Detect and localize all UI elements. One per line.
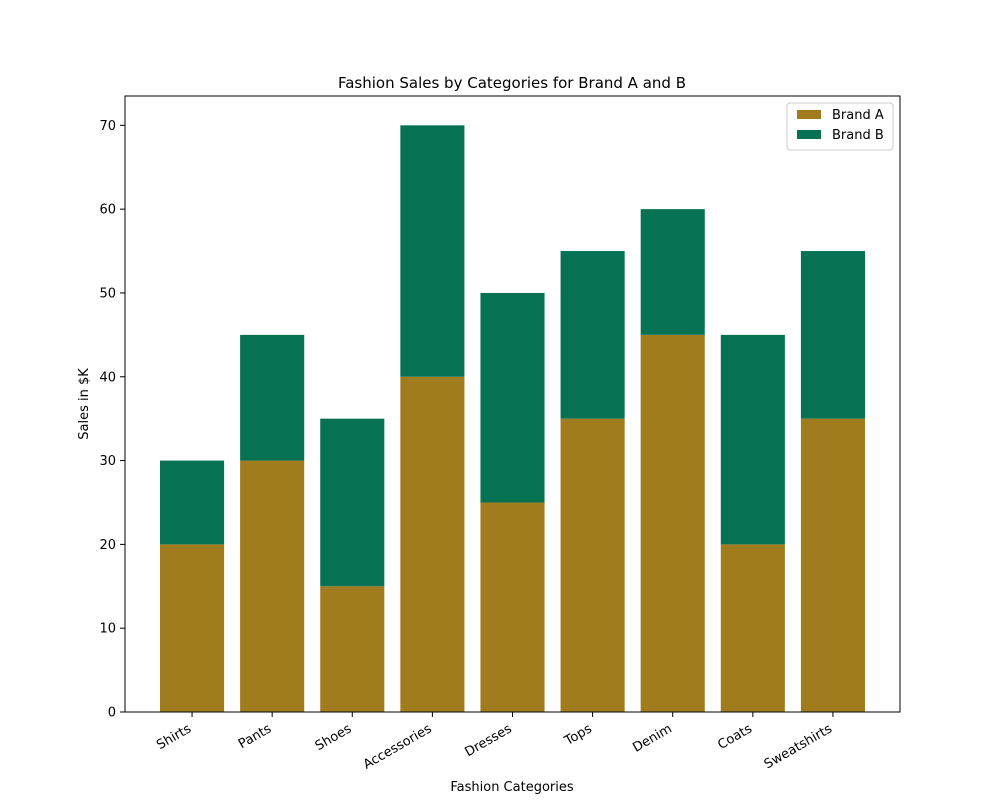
bar-brand-a-sweatshirts — [800, 418, 865, 712]
bar-brand-b-denim — [640, 209, 705, 335]
x-axis-label: Fashion Categories — [450, 780, 573, 795]
legend-swatch-brand-b — [797, 130, 821, 139]
y-tick-label: 0 — [108, 706, 116, 721]
legend: Brand A Brand B — [786, 102, 894, 151]
legend-swatch-brand-a — [797, 110, 821, 119]
y-tick-label: 20 — [99, 538, 116, 553]
x-tick-label-pants: Pants — [236, 721, 274, 752]
x-tick-label-coats: Coats — [715, 721, 755, 753]
y-tick-label: 60 — [99, 203, 116, 218]
y-tick-label: 40 — [99, 370, 116, 385]
y-tick-label: 30 — [99, 454, 116, 469]
bar-brand-a-accessories — [400, 376, 465, 712]
bar-brand-a-pants — [240, 460, 305, 712]
y-tick-label: 50 — [99, 286, 116, 301]
chart-title: Fashion Sales by Categories for Brand A … — [338, 74, 686, 92]
x-tick-label-tops: Tops — [561, 721, 594, 749]
x-axis: Shirts Pants Shoes Accessories Dresses Tops De… — [154, 712, 835, 773]
bar-brand-b-shoes — [320, 418, 385, 587]
bar-brand-b-accessories — [400, 125, 465, 377]
bar-brand-b-dresses — [480, 292, 545, 503]
y-tick-label: 70 — [99, 119, 116, 134]
bar-brand-b-coats — [720, 334, 785, 545]
x-tick-label-shirts: Shirts — [154, 721, 194, 753]
x-tick-label-sweatshirts: Sweatshirts — [762, 721, 835, 772]
bar-brand-a-shoes — [320, 586, 385, 712]
legend-label-brand-b: Brand B — [832, 128, 884, 143]
y-tick-label: 10 — [99, 622, 116, 637]
bar-brand-a-shirts — [160, 544, 225, 712]
bar-brand-a-tops — [560, 418, 625, 712]
bar-brand-b-sweatshirts — [800, 251, 865, 419]
y-axis-label: Sales in $K — [77, 368, 92, 440]
bar-brand-b-shirts — [160, 460, 225, 545]
bar-brand-a-coats — [720, 544, 785, 712]
bar-brand-b-tops — [560, 251, 625, 419]
x-tick-label-denim: Denim — [630, 721, 674, 755]
x-tick-label-shoes: Shoes — [313, 721, 355, 754]
x-tick-label-dresses: Dresses — [462, 721, 514, 760]
bar-brand-b-pants — [240, 334, 305, 461]
plot-frame — [124, 95, 901, 713]
legend-label-brand-a: Brand A — [832, 108, 884, 123]
bar-brand-a-dresses — [480, 502, 545, 712]
y-axis: 0 10 20 30 40 50 60 70 — [99, 119, 125, 721]
bars-group — [160, 125, 865, 712]
x-tick-label-accessories: Accessories — [361, 721, 435, 772]
bar-brand-a-denim — [640, 334, 705, 712]
